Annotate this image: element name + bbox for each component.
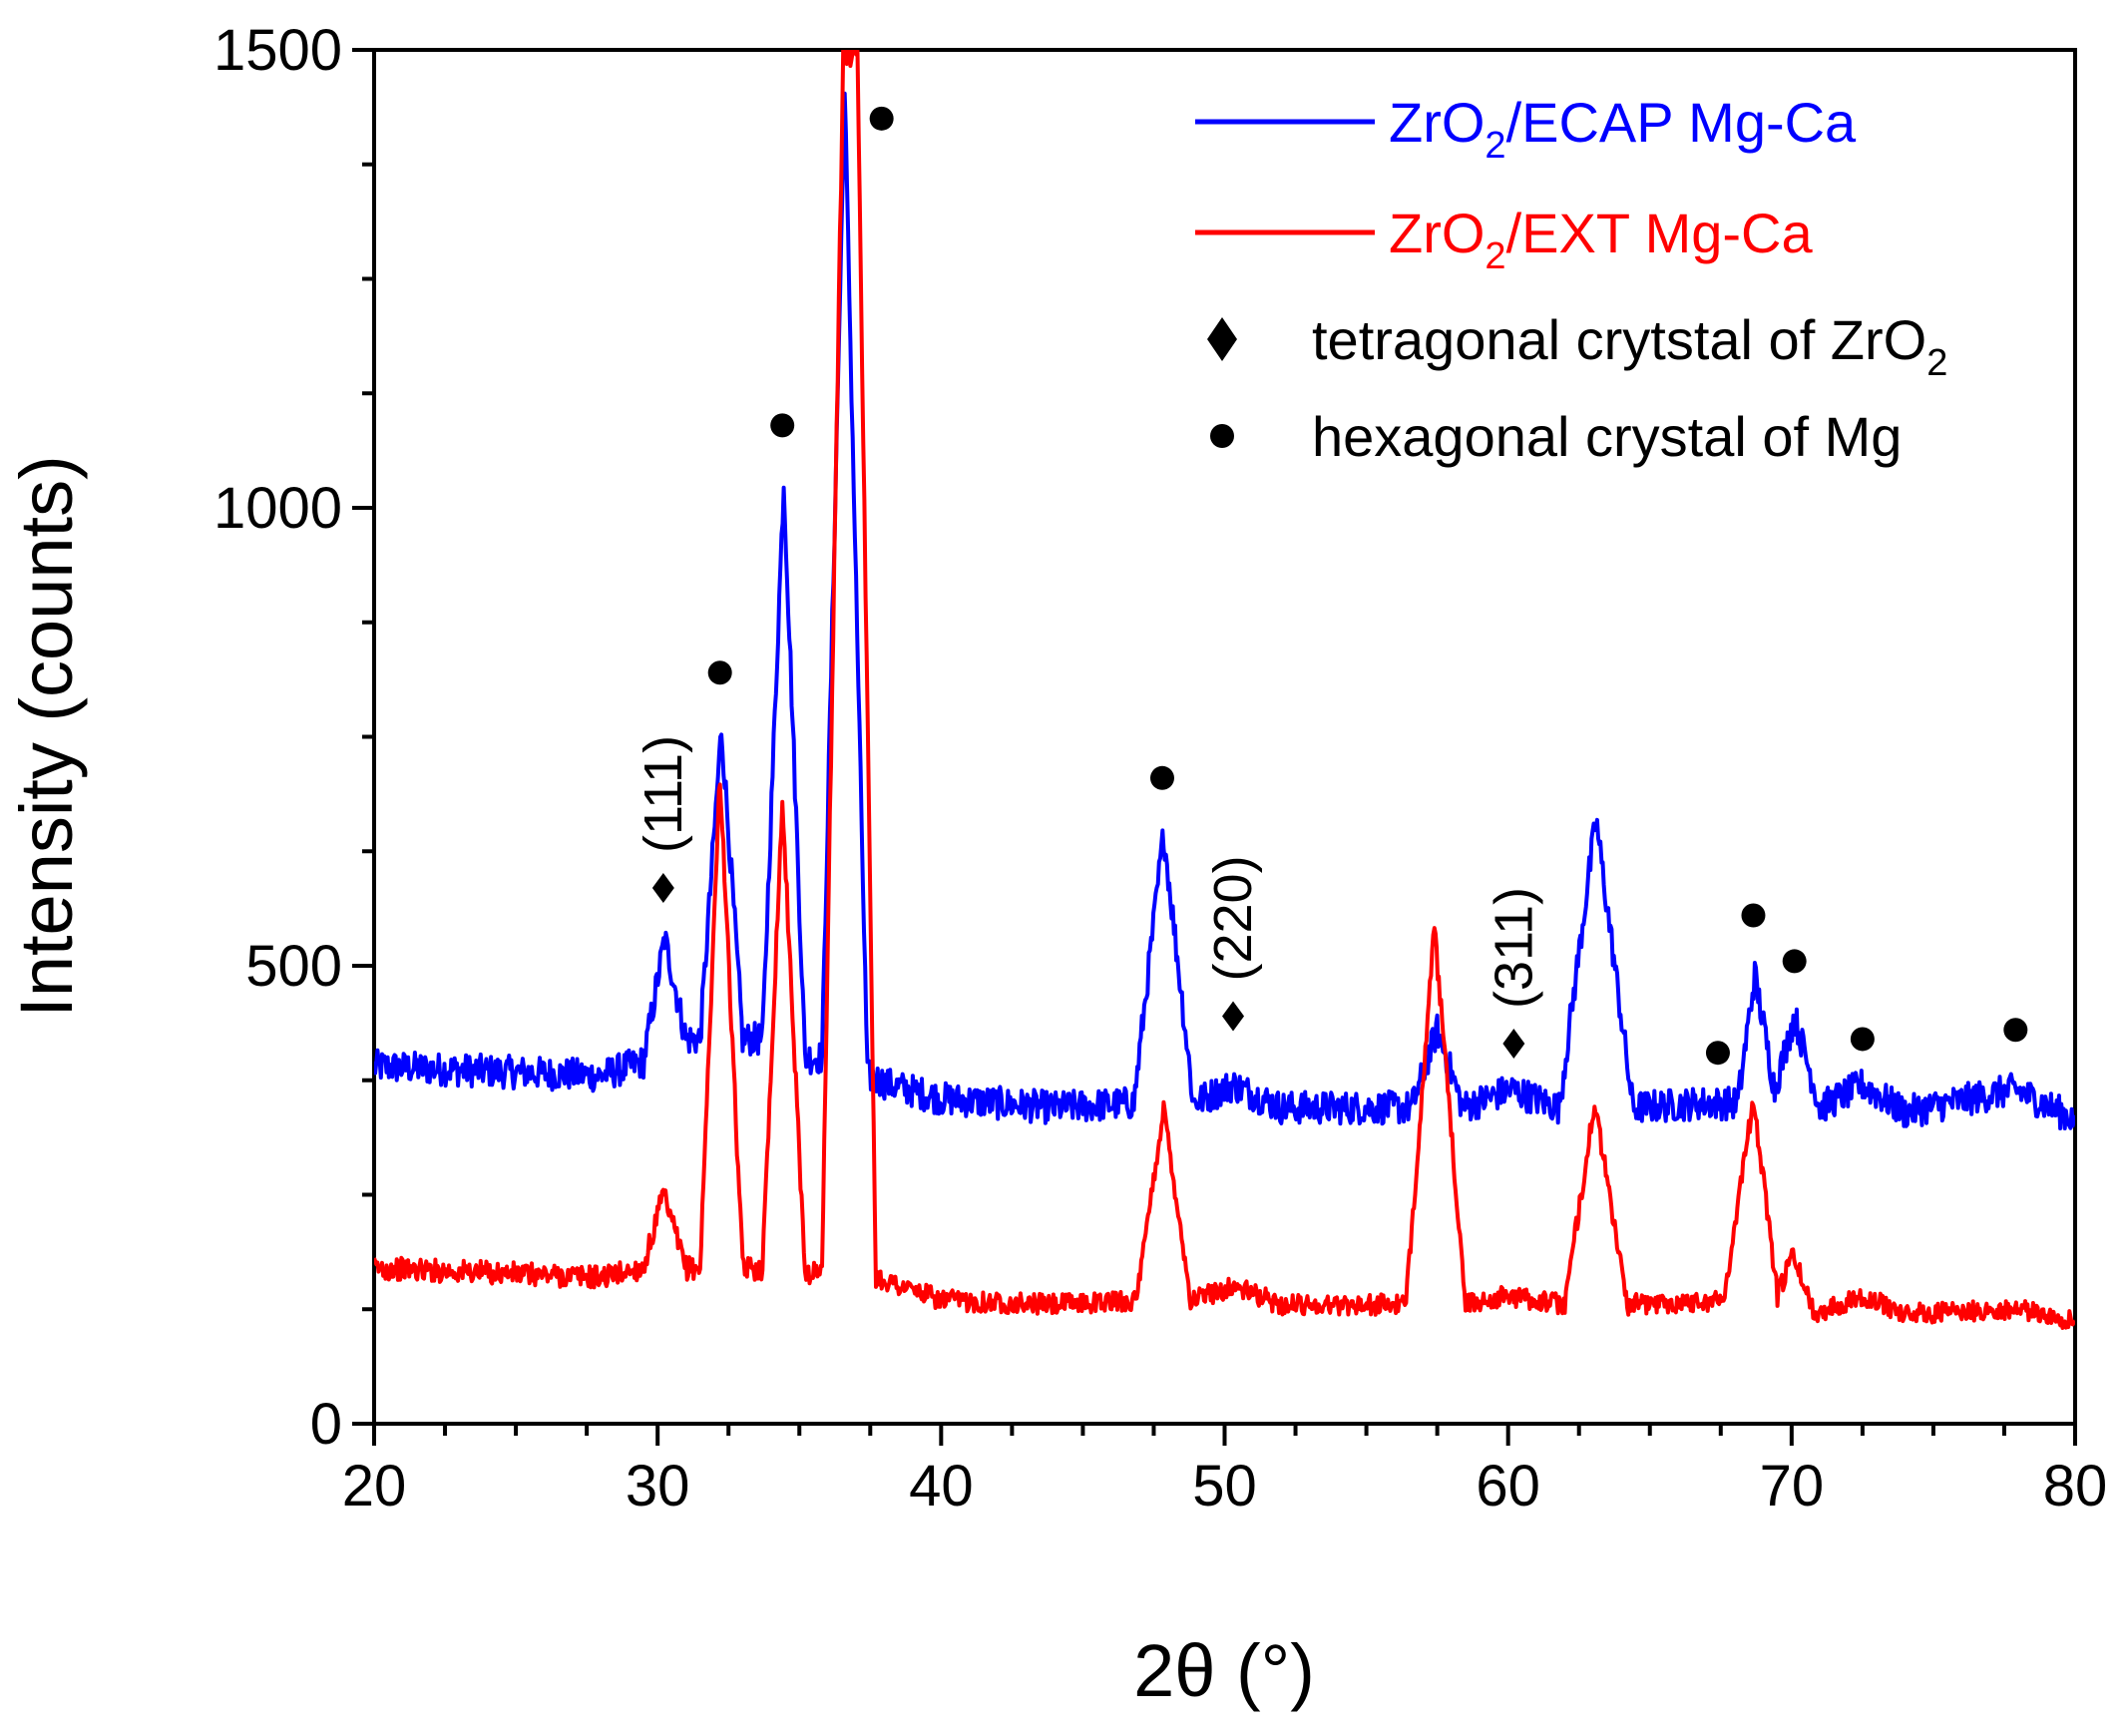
y-tick-label: 0 — [310, 1392, 342, 1457]
x-tick-labels: 20 30 40 50 60 70 80 — [342, 1454, 2108, 1519]
legend-label-ecap-main: ZrO — [1389, 91, 1485, 154]
zro2-plane-label: (111) — [634, 735, 693, 853]
x-axis-title: 2θ (°) — [1133, 1629, 1315, 1712]
legend-label-tetragonal-main: tetragonal crytstal of ZrO — [1312, 308, 1926, 371]
mg-peak-marker — [770, 413, 795, 438]
mg-peak-marker — [1850, 1027, 1875, 1052]
legend-label-ext-main: ZrO — [1389, 202, 1485, 264]
x-tick-label: 80 — [2043, 1454, 2108, 1519]
x-tick-label: 40 — [909, 1454, 974, 1519]
legend-label-ext: ZrO2/EXT Mg-Ca — [1389, 202, 1813, 277]
mg-peak-marker — [1782, 949, 1807, 974]
x-tick-label: 30 — [626, 1454, 690, 1519]
legend-circle-icon — [1210, 424, 1234, 448]
legend-diamond-icon — [1207, 317, 1237, 361]
mg-peak-marker — [1149, 765, 1174, 790]
x-tick-label: 20 — [342, 1454, 407, 1519]
legend-label-ecap: ZrO2/ECAP Mg-Ca — [1389, 91, 1857, 167]
mg-peak-marker — [707, 660, 732, 685]
legend-label-hexagonal: hexagonal crystal of Mg — [1312, 405, 1902, 468]
y-axis-title: Intensity (counts) — [5, 455, 88, 1017]
zro2-peak-marker — [1222, 1001, 1245, 1032]
series-layer — [374, 50, 2075, 1330]
legend-label-ext-rest: /EXT Mg-Ca — [1506, 202, 1814, 264]
zro2-plane-label: (220) — [1203, 855, 1263, 981]
mg-peak-marker — [1705, 1041, 1730, 1066]
zro2-peak-marker — [1502, 1029, 1525, 1060]
y-tick-label: 1500 — [213, 18, 342, 83]
x-tick-label: 50 — [1192, 1454, 1257, 1519]
annotation-layer: (111) (220) (311) — [634, 106, 2028, 1066]
series-line-ecap — [374, 91, 2075, 1130]
legend-label-tetragonal-sub: 2 — [1926, 342, 1947, 384]
x-tick-label: 60 — [1476, 1454, 1540, 1519]
axis-ticks — [352, 48, 2077, 1446]
zro2-plane-label: (311) — [1484, 887, 1543, 1009]
plot-frame — [372, 48, 2077, 1426]
legend-label-ecap-sub: 2 — [1485, 125, 1505, 167]
legend: ZrO2/ECAP Mg-Ca ZrO2/EXT Mg-Ca tetragona… — [1195, 91, 1947, 468]
mg-peak-marker — [869, 106, 894, 131]
legend-label-tetragonal: tetragonal crytstal of ZrO2 — [1312, 308, 1947, 384]
y-tick-labels: 0 500 1000 1500 — [213, 18, 342, 1457]
mg-peak-marker — [1741, 903, 1766, 928]
legend-label-ext-sub: 2 — [1485, 235, 1505, 277]
y-tick-label: 500 — [245, 934, 342, 999]
mg-peak-marker — [2003, 1018, 2028, 1043]
series-line-ext — [374, 50, 2075, 1330]
legend-label-ecap-rest: /ECAP Mg-Ca — [1506, 91, 1857, 154]
x-tick-label: 70 — [1760, 1454, 1825, 1519]
zro2-peak-marker — [651, 872, 674, 903]
y-tick-label: 1000 — [213, 476, 342, 541]
